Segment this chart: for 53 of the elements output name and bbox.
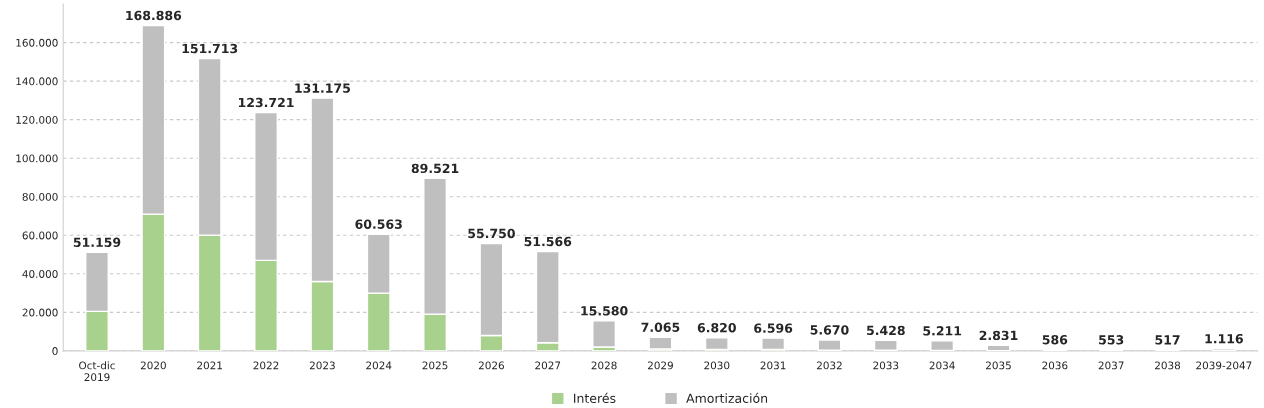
y-tick-label: 60.000 xyxy=(22,231,58,240)
total-label: 168.886 xyxy=(126,10,182,21)
total-label: 51.159 xyxy=(73,237,121,247)
total-label: 5.428 xyxy=(867,325,905,336)
x-tick-label: 2036 xyxy=(1042,361,1068,370)
legend-label: Interés xyxy=(574,392,616,404)
x-tick-label: 2026 xyxy=(478,361,505,370)
x-tick-label: 2031 xyxy=(760,361,786,370)
x-tick-label: 2038 xyxy=(1155,361,1181,370)
x-tick-label: 2022 xyxy=(253,361,279,370)
total-label: 1.116 xyxy=(1205,333,1243,344)
total-label: 51.566 xyxy=(524,236,572,247)
total-label: 7.065 xyxy=(641,322,680,332)
x-tick-label: 2035 xyxy=(986,361,1011,370)
total-label: 131.175 xyxy=(295,83,350,93)
x-tick-label: 2027 xyxy=(535,361,561,370)
y-tick-label: 140.000 xyxy=(16,77,58,86)
x-tick-label: 2033 xyxy=(873,361,899,370)
y-tick-label: 40.000 xyxy=(22,270,58,278)
total-label: 6.820 xyxy=(697,322,736,333)
total-label: 151.713 xyxy=(182,43,238,54)
total-label: 123.721 xyxy=(238,97,294,108)
y-tick-label: 20.000 xyxy=(22,308,58,317)
total-label: 2.831 xyxy=(979,330,1018,341)
y-tick-label: 100.000 xyxy=(16,154,58,163)
x-tick-label: 2021 xyxy=(197,361,222,370)
total-label: 586 xyxy=(1042,334,1068,345)
total-label: 553 xyxy=(1099,335,1124,345)
x-tick-label: 2025 xyxy=(422,361,448,370)
x-tick-label: 2028 xyxy=(591,361,617,370)
x-tick-label: 2034 xyxy=(929,361,955,370)
x-tick-label: Oct-dic 2019 xyxy=(79,361,115,382)
x-tick-label: 2030 xyxy=(704,361,730,370)
total-label: 5.211 xyxy=(923,326,962,336)
x-tick-label: 2037 xyxy=(1098,361,1124,370)
y-tick-label: 80.000 xyxy=(22,192,58,201)
x-tick-label: 2024 xyxy=(366,361,392,370)
legend-label: Amortización xyxy=(686,392,768,404)
total-label: 517 xyxy=(1155,335,1180,345)
y-tick-label: 160.000 xyxy=(16,38,58,47)
total-label: 60.563 xyxy=(355,219,402,229)
x-tick-label: 2029 xyxy=(647,361,673,370)
y-tick-label: 120.000 xyxy=(16,115,58,124)
total-label: 15.580 xyxy=(581,306,628,316)
x-tick-label: 2023 xyxy=(309,361,335,370)
total-label: 89.521 xyxy=(411,163,459,174)
total-label: 55.750 xyxy=(468,228,515,239)
x-tick-label: 2032 xyxy=(816,361,842,370)
total-label: 6.596 xyxy=(754,323,793,333)
y-tick-label: 0 xyxy=(52,347,58,355)
x-tick-label: 2020 xyxy=(140,361,166,370)
x-tick-label: 2039-2047 xyxy=(1196,361,1252,370)
total-label: 5.670 xyxy=(810,325,849,335)
